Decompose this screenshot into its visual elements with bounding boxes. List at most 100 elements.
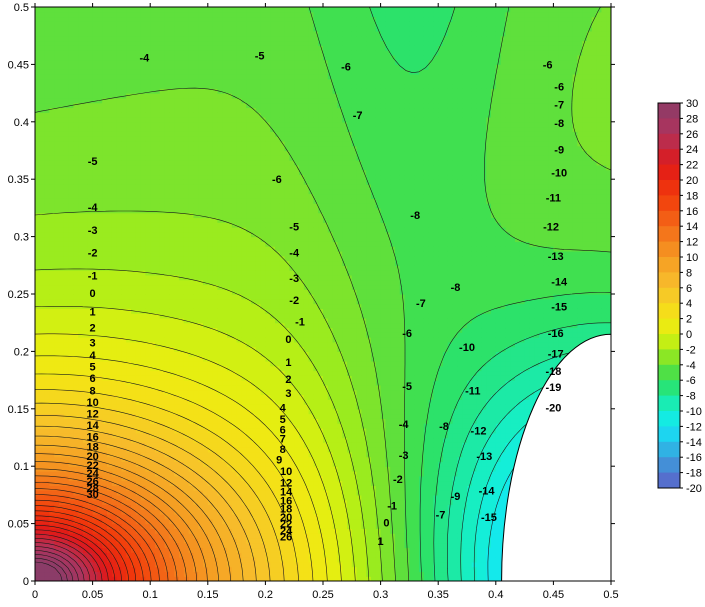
field-cell [107,456,113,463]
field-cell [78,241,84,247]
field-cell [198,93,204,99]
field-cell [183,303,190,309]
field-cell [68,270,74,276]
field-cell [159,537,166,544]
field-cell [164,384,170,391]
field-cell [164,442,170,448]
field-cell [126,203,132,209]
field-cell [203,270,209,276]
field-cell [49,183,55,190]
field-cell [121,198,127,204]
field-cell [198,533,204,539]
field-cell [131,375,137,381]
field-cell [54,494,60,501]
field-cell [150,198,156,204]
field-cell [126,427,132,434]
field-cell [78,179,84,185]
field-cell [73,499,79,506]
field-cell [59,437,65,443]
field-cell [126,322,132,329]
field-cell [140,40,146,46]
field-cell [222,351,228,357]
field-cell [63,547,70,553]
field-cell [145,198,151,204]
field-cell [198,78,204,85]
field-cell [78,327,84,333]
field-cell [63,30,70,37]
field-cell [131,537,137,544]
field-cell [150,518,156,525]
field-cell [39,274,46,281]
field-cell [131,160,137,166]
field-cell [193,413,199,419]
field-cell [35,88,41,94]
field-cell [183,231,190,238]
field-cell [179,294,185,300]
field-cell [179,317,185,324]
field-cell [116,174,122,180]
field-cell [222,7,228,13]
field-cell [126,561,132,568]
field-cell [183,169,190,176]
field-cell [59,145,65,152]
field-cell [116,413,122,419]
field-cell [87,547,94,553]
field-cell [97,294,103,300]
field-cell [227,418,233,424]
field-cell [183,360,190,367]
field-cell [107,518,113,525]
field-cell [92,231,98,238]
field-cell [222,88,228,94]
field-cell [207,274,214,281]
field-cell [97,566,103,573]
field-cell [102,504,108,510]
field-cell [111,566,118,573]
field-cell [207,246,214,252]
field-cell [207,451,214,458]
field-cell [44,11,50,18]
field-cell [183,332,190,338]
field-cell [87,561,94,568]
field-cell [193,241,199,247]
field-cell [164,404,170,410]
field-cell [174,160,180,166]
field-cell [49,427,55,434]
field-cell [107,250,113,257]
field-cell [183,198,190,204]
field-cell [231,432,238,439]
field-cell [207,561,214,568]
field-cell [83,102,89,109]
field-cell [183,117,190,123]
field-cell [87,528,94,534]
field-cell [78,93,84,99]
field-cell [193,179,199,185]
field-cell [49,389,55,396]
field-cell [73,542,79,549]
field-cell [169,11,175,18]
field-cell [145,437,151,443]
field-cell [135,370,142,376]
field-cell [78,126,84,132]
field-cell [59,533,65,539]
field-cell [217,145,223,152]
field-cell [87,399,94,405]
field-cell [131,566,137,573]
field-cell [39,140,46,147]
field-cell [63,322,70,329]
field-cell [135,255,142,262]
field-cell [121,404,127,410]
field-cell [231,399,238,405]
field-cell [111,64,118,70]
field-cell [183,552,190,558]
field-cell [155,30,161,37]
field-cell [68,11,74,18]
field-cell [198,413,204,419]
field-cell [183,255,190,262]
field-cell [59,155,65,161]
field-cell [231,231,238,238]
field-cell [68,126,74,132]
field-cell [140,289,146,295]
field-cell [131,518,137,525]
field-cell [49,547,55,553]
